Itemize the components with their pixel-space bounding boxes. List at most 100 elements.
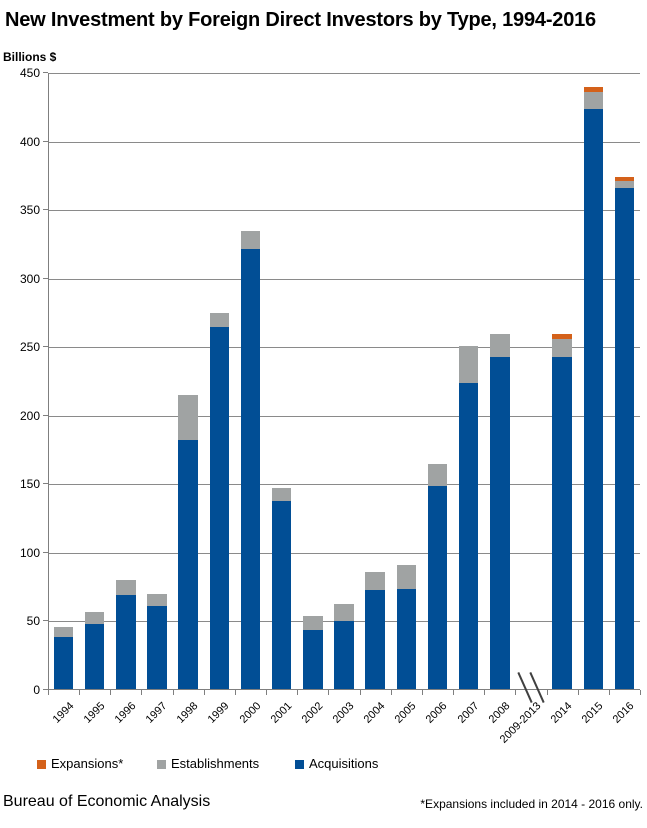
footnote: *Expansions included in 2014 - 2016 only… [420, 797, 643, 811]
y-axis-tick [43, 483, 48, 485]
gridline-400 [48, 141, 640, 143]
bar-segment-2008-establishments [490, 333, 510, 357]
plot-area [48, 73, 640, 690]
x-axis-tick [110, 690, 112, 695]
bar-segment-2003-establishments [334, 603, 354, 622]
source-label: Bureau of Economic Analysis [3, 793, 211, 810]
gridline-450 [48, 73, 640, 74]
bar-segment-1996-establishments [116, 580, 136, 596]
bar-segment-2015-expansions [583, 87, 603, 93]
bar-segment-2003-acquisitions [334, 621, 354, 690]
establishments-swatch-icon [157, 759, 166, 769]
legend: Expansions* Establishments Acquisitions [0, 756, 647, 774]
bar-2005 [396, 565, 417, 690]
bar-segment-2007-establishments [458, 345, 479, 383]
y-axis-tick [43, 140, 48, 142]
x-axis-tick [203, 690, 205, 695]
bar-segment-1994-acquisitions [53, 636, 74, 690]
y-axis-tick-label-200: 200 [19, 408, 40, 423]
bar-segment-2006-acquisitions [427, 485, 448, 690]
bar-segment-2000-acquisitions [240, 248, 261, 690]
bar-1997 [147, 594, 167, 690]
x-axis-tick [390, 690, 392, 695]
y-axis-tick [43, 414, 48, 416]
bar-2016 [614, 176, 635, 690]
bar-segment-2004-establishments [365, 572, 385, 590]
bar-1996 [116, 580, 136, 690]
y-axis-tick-label-150: 150 [19, 477, 40, 492]
bar-segment-1998-acquisitions [178, 440, 198, 690]
x-axis-tick [79, 690, 81, 695]
bar-segment-1997-establishments [147, 594, 167, 607]
bar-segment-1999-acquisitions [209, 326, 230, 690]
x-axis-tick [141, 690, 143, 695]
bar-segment-2001-acquisitions [271, 500, 292, 690]
bar-segment-2008-acquisitions [490, 356, 510, 690]
bar-segment-2002-establishments [303, 615, 323, 630]
legend-item-expansions: Expansions* [37, 756, 123, 771]
x-axis-tick [608, 690, 610, 695]
x-axis-tick [359, 690, 361, 695]
y-axis-unit-label: Billions $ [3, 50, 57, 64]
x-axis-tick [546, 690, 548, 695]
chart-title: New Investment by Foreign Direct Investo… [5, 9, 596, 31]
bar-1995 [84, 611, 105, 690]
bar-segment-2016-acquisitions [614, 188, 635, 690]
x-axis-tick [234, 690, 236, 695]
bar-segment-2014-acquisitions [552, 356, 572, 690]
legend-label-establishments: Establishments [171, 756, 260, 771]
y-axis-tick [43, 620, 48, 622]
y-axis-tick [43, 551, 48, 553]
y-axis-tick-label-50: 50 [26, 614, 40, 629]
bar-segment-1995-establishments [84, 611, 105, 625]
bar-segment-2004-acquisitions [365, 589, 385, 690]
y-axis-tick-label-0: 0 [33, 683, 40, 697]
x-axis-tick [515, 690, 517, 695]
bar-1998 [178, 395, 198, 690]
bar-2000 [240, 230, 261, 690]
legend-label-expansions: Expansions* [51, 756, 124, 771]
gridline-200 [48, 415, 640, 417]
bar-segment-1995-acquisitions [84, 624, 105, 690]
y-axis-tick [43, 346, 48, 348]
bar-segment-1994-establishments [53, 626, 74, 637]
bar-2006 [427, 463, 448, 690]
acquisitions-swatch-icon [295, 759, 304, 769]
bar-segment-2001-establishments [271, 488, 292, 501]
bar-segment-2000-establishments [240, 230, 261, 249]
gridline-150 [48, 484, 640, 486]
bar-segment-2005-establishments [396, 565, 417, 589]
bar-segment-2007-acquisitions [458, 382, 479, 690]
bar-segment-2014-establishments [552, 339, 572, 357]
x-axis-tick [48, 690, 49, 695]
gridline-300 [48, 278, 640, 280]
y-axis-tick [43, 277, 48, 279]
bar-segment-2005-acquisitions [396, 588, 417, 690]
x-axis-tick [484, 690, 486, 695]
x-axis-tick [172, 690, 174, 695]
bar-segment-2014-expansions [552, 333, 572, 339]
bar-2008 [490, 333, 510, 690]
y-axis-tick-label-350: 350 [19, 203, 40, 218]
bar-segment-2002-acquisitions [303, 629, 323, 690]
bar-segment-1997-acquisitions [147, 606, 167, 690]
bar-2001 [271, 488, 292, 690]
bar-segment-2015-establishments [583, 92, 603, 109]
legend-label-acquisitions: Acquisitions [309, 756, 379, 771]
bar-segment-2016-expansions [614, 176, 635, 181]
bar-segment-2006-establishments [427, 463, 448, 486]
x-axis-tick [297, 690, 299, 695]
bar-1994 [53, 626, 74, 690]
y-axis-tick-label-250: 250 [19, 340, 40, 355]
y-axis-tick [43, 209, 48, 211]
bar-segment-1996-acquisitions [116, 595, 136, 690]
y-axis-tick-label-400: 400 [19, 134, 40, 149]
legend-item-acquisitions: Acquisitions [295, 756, 378, 771]
bar-segment-1999-establishments [209, 312, 230, 327]
bar-2004 [365, 572, 385, 690]
bar-2007 [458, 345, 479, 690]
x-axis-tick [266, 690, 268, 695]
x-axis-tick [421, 690, 423, 695]
bar-2015 [583, 87, 603, 690]
